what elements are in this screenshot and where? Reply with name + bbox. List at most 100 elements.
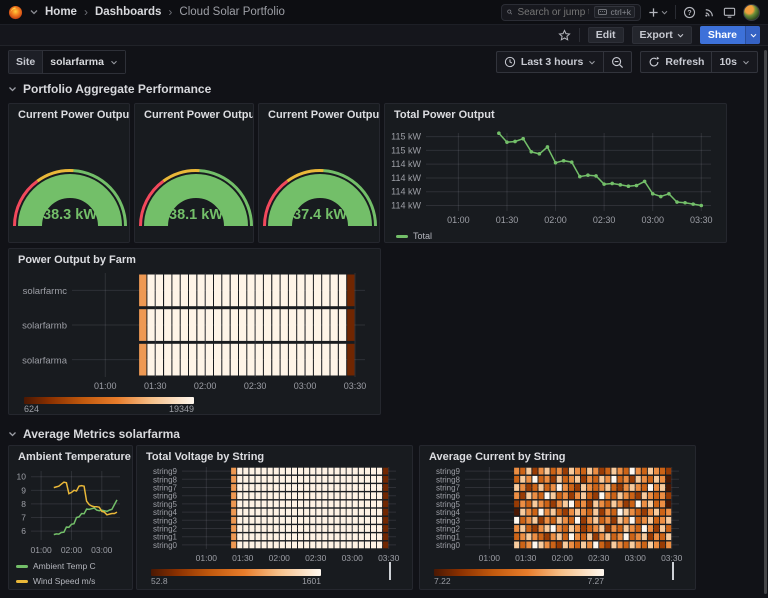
zoom-out-time-button[interactable] — [603, 51, 633, 73]
panel-title[interactable]: Total Voltage by String — [146, 451, 265, 463]
time-range-picker[interactable]: Last 3 hours — [495, 51, 604, 73]
heatmap-cell — [568, 516, 574, 524]
timeseries-chart[interactable]: 115 kW 115 kW 114 kW 114 kW 114 kW 114 kW 01:0… — [386, 122, 725, 241]
heatmap-cell — [538, 475, 544, 483]
heatmap-chart[interactable]: solarfarmc solarfarmb solarfarma 01:00 01:30… — [10, 267, 379, 414]
heatmap-cell — [310, 492, 316, 500]
heatmap-cell — [383, 484, 389, 491]
heatmap-cell — [205, 343, 213, 376]
heatmap-cell — [647, 484, 653, 491]
heatmap-cell — [587, 508, 593, 516]
panel-title[interactable]: Current Power Output - B — [144, 109, 253, 121]
chevron-down-icon — [111, 60, 117, 64]
row-header-average-metrics[interactable]: Average Metrics solarfarma — [8, 427, 180, 441]
heatmap-cell — [338, 309, 347, 341]
logo-chevron-down-icon[interactable] — [30, 6, 38, 18]
x-axis-tick-label: 03:00 — [91, 545, 113, 555]
heatmap-cell — [291, 516, 297, 524]
heatmap-chart[interactable]: string9 string8 string7 string6 string5 strin… — [421, 464, 694, 588]
heatmap-cell — [279, 541, 285, 549]
heatmap-cell — [273, 508, 279, 516]
heatmap-cell — [291, 525, 297, 532]
heatmap-cell — [562, 541, 568, 549]
heatmap-cell — [358, 525, 364, 532]
series-line — [53, 481, 118, 516]
edit-button[interactable]: Edit — [587, 27, 624, 43]
refresh-interval-select[interactable]: 10s — [711, 51, 758, 73]
site-variable-select[interactable]: Site solarfarma — [8, 50, 126, 74]
heatmap-cell — [383, 475, 389, 483]
heatmap-cell — [280, 343, 288, 376]
row-label: solarfarma — [22, 355, 68, 366]
heatmap-cell — [316, 508, 322, 516]
heatmap-cell — [581, 533, 587, 541]
heatmap-cell — [526, 484, 532, 491]
help-button[interactable]: ? — [683, 6, 696, 19]
heatmap-cell — [364, 508, 370, 516]
heatmap-cell — [279, 508, 285, 516]
heatmap-cell — [550, 533, 556, 541]
heatmap-cell — [514, 475, 520, 483]
panel-title[interactable]: Ambient Temperature a... — [18, 451, 132, 463]
search-input[interactable]: ctrl+k — [501, 3, 641, 21]
heatmap-cell — [261, 475, 267, 483]
heatmap-chart[interactable]: string9 string8 string7 string6 string5 strin… — [138, 464, 411, 588]
row-label: string9 — [153, 467, 178, 476]
legend-item[interactable]: Total — [413, 231, 432, 241]
favorite-star-button[interactable] — [557, 28, 571, 42]
legend-item[interactable]: Wind Speed m/s — [33, 576, 95, 586]
new-item-button[interactable] — [648, 7, 668, 18]
vertical-scrollbar[interactable] — [764, 50, 767, 594]
heatmap-cell — [328, 475, 334, 483]
user-avatar[interactable] — [743, 3, 760, 21]
heatmap-cell — [346, 475, 352, 483]
heatmap-cell — [556, 492, 562, 500]
row-label: string0 — [436, 541, 461, 550]
panel-title[interactable]: Average Current by String — [429, 451, 566, 463]
panel-title[interactable]: Total Power Output — [394, 109, 495, 121]
heatmap-cell — [666, 508, 672, 516]
heatmap-cell — [617, 533, 623, 541]
heatmap-cell — [520, 533, 526, 541]
heatmap-cell — [267, 467, 273, 475]
search-field[interactable] — [517, 6, 590, 18]
share-menu-button[interactable] — [745, 26, 760, 44]
plus-icon — [649, 7, 658, 17]
heatmap-cell — [654, 500, 660, 508]
heatmap-cell — [346, 508, 352, 516]
share-button[interactable]: Share — [699, 26, 745, 44]
breadcrumb-dashboards[interactable]: Dashboards — [94, 6, 162, 18]
row-header-portfolio[interactable]: Portfolio Aggregate Performance — [8, 82, 211, 96]
refresh-button[interactable]: Refresh — [640, 51, 712, 73]
grafana-logo[interactable] — [8, 5, 23, 20]
news-button[interactable] — [703, 6, 716, 19]
heatmap-cell — [635, 500, 641, 508]
heatmap-cell — [520, 516, 526, 524]
heatmap-cell — [279, 516, 285, 524]
heatmap-cell — [247, 309, 255, 341]
heatmap-cell — [316, 541, 322, 549]
panel-title[interactable]: Current Power Output - C — [268, 109, 379, 121]
heatmap-cell — [574, 500, 580, 508]
heatmap-cell — [623, 541, 629, 549]
heatmap-cell — [587, 541, 593, 549]
heatmap-cell — [599, 500, 605, 508]
heatmap-cell — [526, 475, 532, 483]
kiosk-mode-button[interactable] — [723, 6, 736, 19]
timeseries-chart[interactable]: 10 9 8 7 6 01:00 02:00 03:00 Ambient Temp C Wind … — [10, 464, 131, 588]
heatmap-cell — [316, 484, 322, 491]
panel-title[interactable]: Power Output by Farm — [18, 254, 136, 266]
export-button[interactable]: Export — [631, 26, 692, 44]
heatmap-cell — [371, 484, 377, 491]
heatmap-cell — [249, 533, 255, 541]
heatmap-cell — [605, 525, 611, 532]
scale-indicator — [672, 562, 674, 580]
breadcrumb-home[interactable]: Home — [45, 6, 77, 18]
heatmap-cell — [330, 309, 338, 341]
heatmap-cell — [322, 500, 328, 508]
legend-item[interactable]: Ambient Temp C — [33, 561, 96, 571]
heatmap-cell — [334, 541, 340, 549]
panel-title[interactable]: Current Power Output - A — [18, 109, 129, 121]
heatmap-cell — [647, 541, 653, 549]
heatmap-cell — [556, 500, 562, 508]
